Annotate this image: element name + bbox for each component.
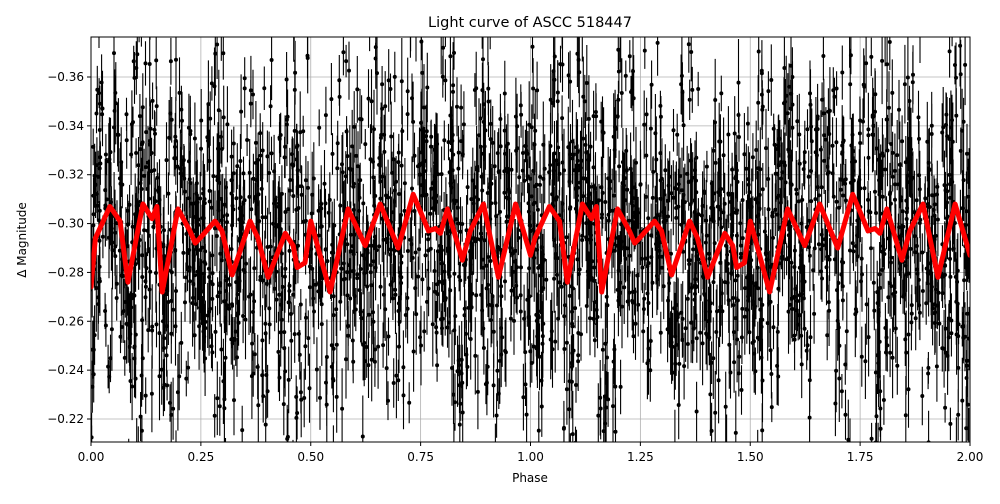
x-tick-label: 0.75 [407, 450, 434, 464]
x-tick-label: 1.00 [517, 450, 544, 464]
x-tick-label: 2.00 [957, 450, 984, 464]
x-tick-label: 1.75 [847, 450, 874, 464]
y-tick-label: −0.32 [47, 168, 84, 182]
x-tick-label: 1.25 [627, 450, 654, 464]
y-tick-label: −0.22 [47, 412, 84, 426]
model-curve [91, 191, 970, 295]
y-tick-label: −0.30 [47, 217, 84, 231]
y-tick-label: −0.36 [47, 70, 84, 84]
x-tick-label: 1.50 [737, 450, 764, 464]
y-axis-label: Δ Magnitude [15, 202, 29, 278]
y-tick-label: −0.24 [47, 363, 84, 377]
model-fit-line [91, 191, 970, 295]
y-tick-label: −0.34 [47, 119, 84, 133]
x-axis-ticks: 0.00 0.25 0.50 0.75 1.00 1.25 1.50 1.75 2.00 [78, 442, 984, 464]
y-tick-label: −0.26 [47, 314, 84, 328]
x-tick-label: 0.25 [188, 450, 215, 464]
y-tick-label: −0.28 [47, 265, 84, 279]
chart-title: Light curve of ASCC 518447 [428, 15, 632, 31]
x-axis-label: Phase [512, 471, 548, 485]
x-tick-label: 0.50 [297, 450, 324, 464]
x-tick-label: 0.00 [78, 450, 105, 464]
y-axis-ticks: −0.36 −0.34 −0.32 −0.30 −0.28 −0.26 −0.24 −0.22 [47, 70, 91, 426]
